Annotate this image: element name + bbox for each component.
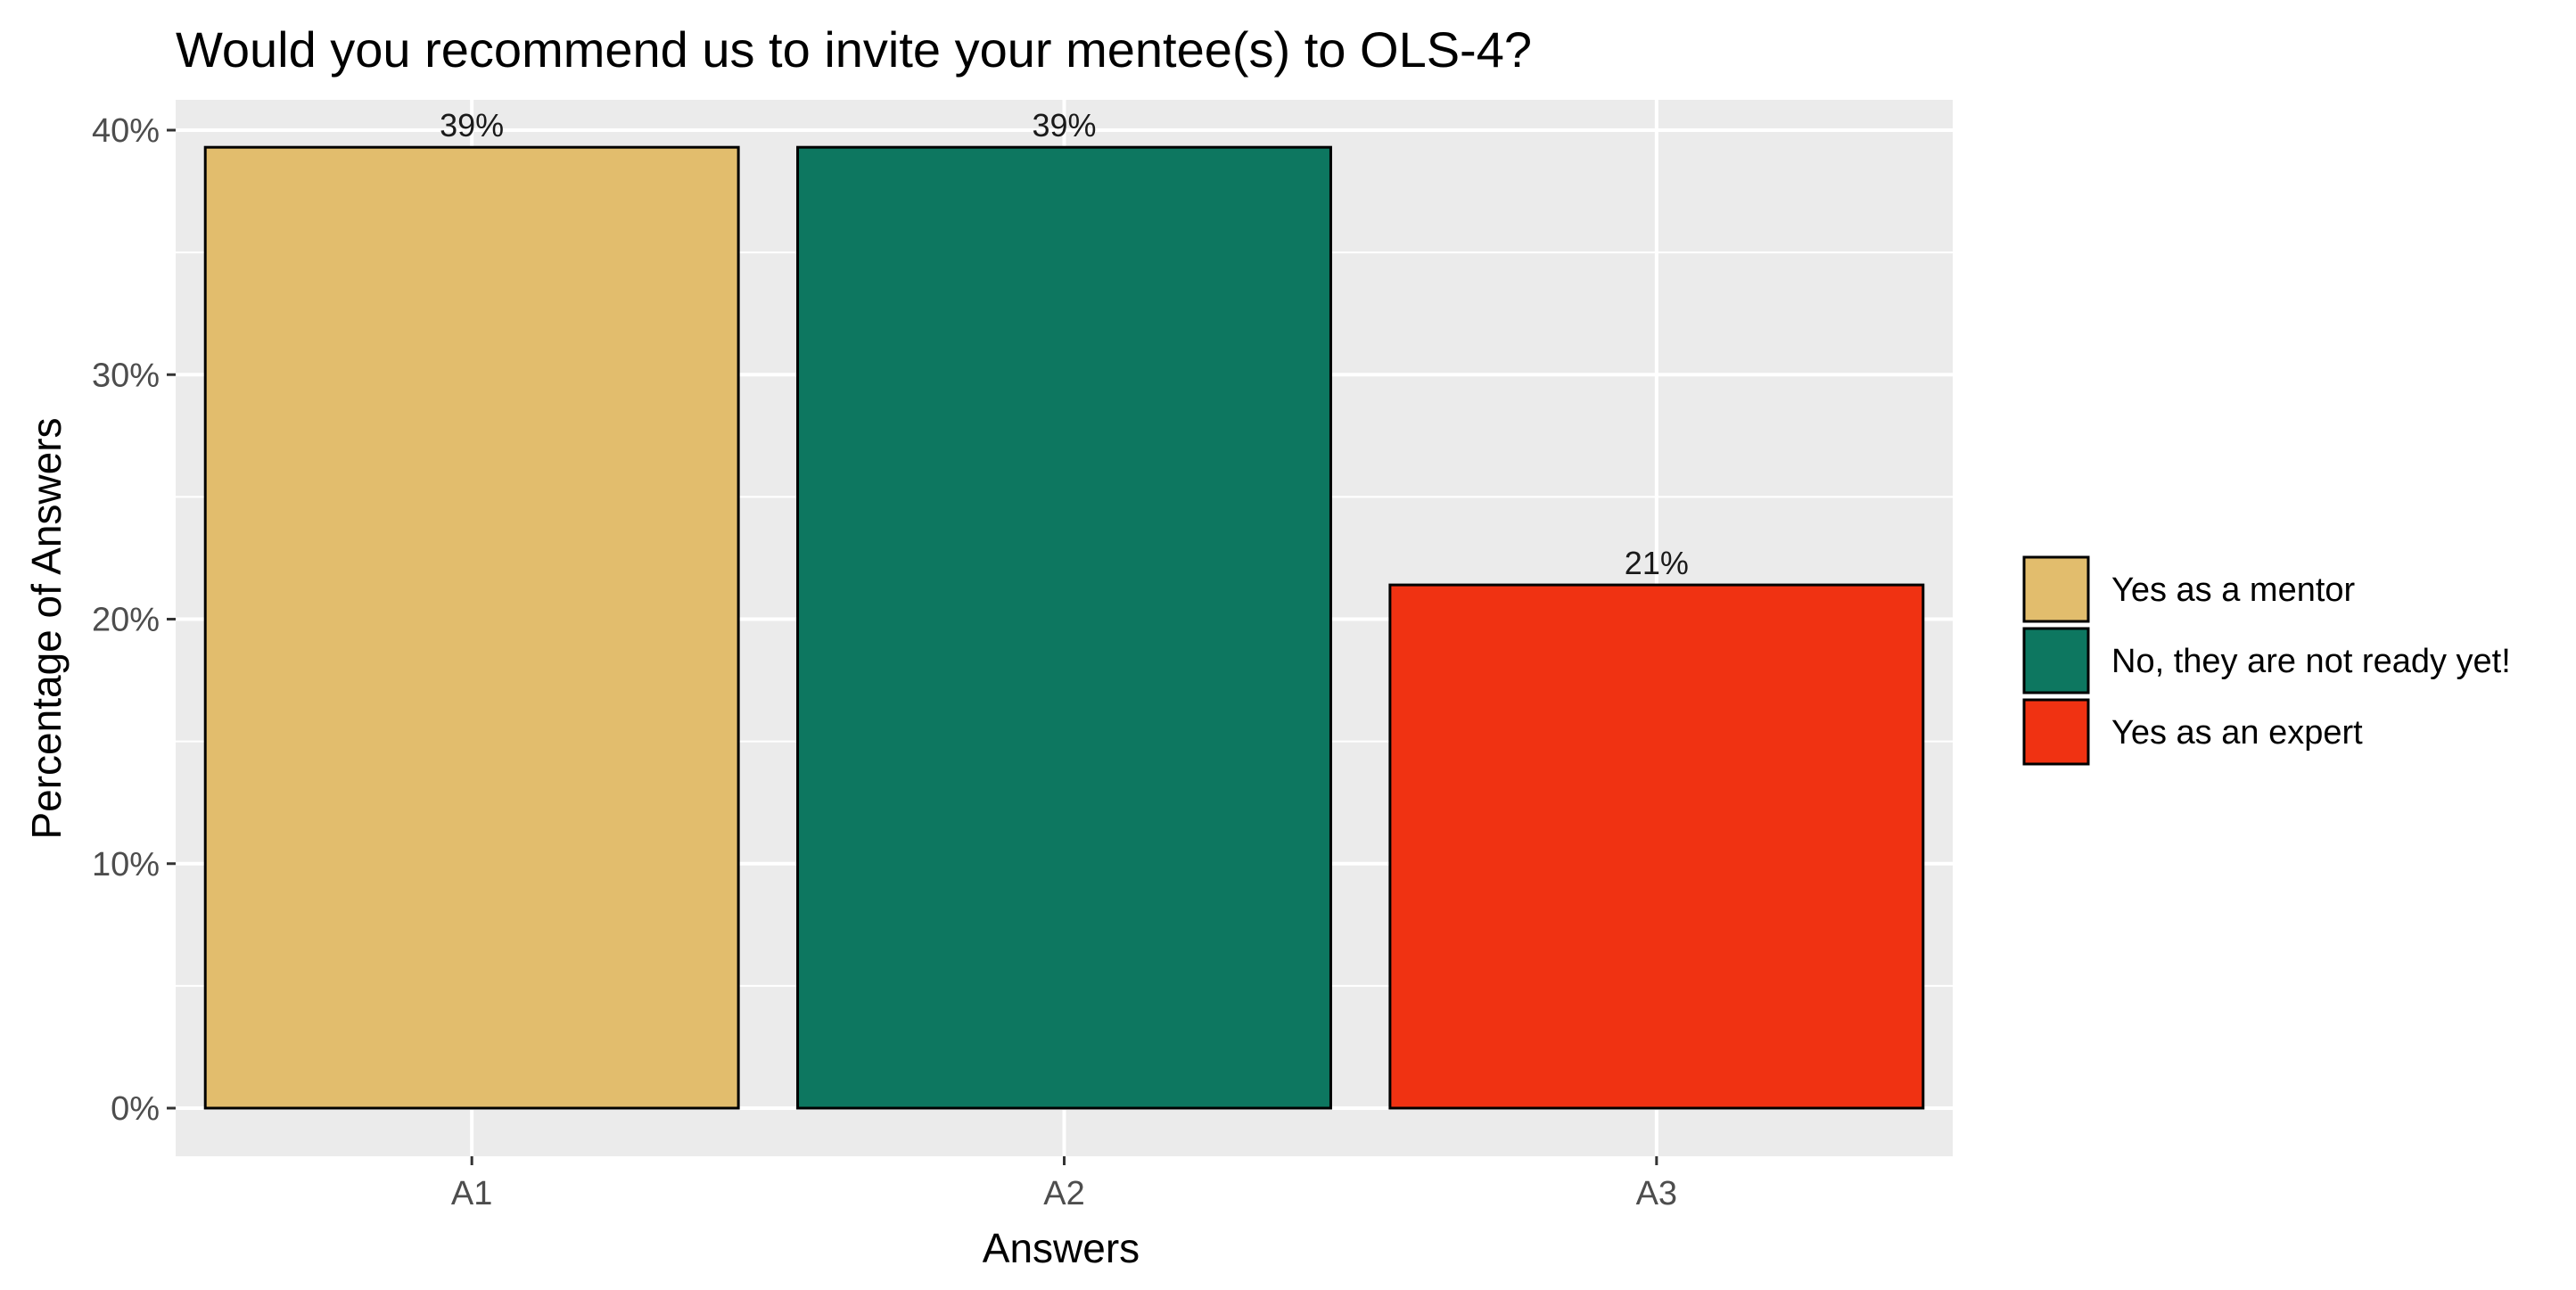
legend-key — [2022, 555, 2090, 623]
x-tick-label: A1 — [451, 1175, 492, 1212]
legend-label: No, they are not ready yet! — [2111, 643, 2511, 680]
legend-key — [2022, 698, 2090, 766]
y-tick-label: 0% — [111, 1090, 160, 1128]
bar-value-label: 21% — [1625, 545, 1689, 581]
x-tick-label: A3 — [1636, 1175, 1677, 1212]
y-tick-label: 20% — [92, 602, 160, 639]
chart-title: Would you recommend us to invite your me… — [176, 21, 1532, 78]
bar-value-labels: 39% 39% 21% — [440, 107, 1689, 581]
legend-label: Yes as an expert — [2111, 714, 2363, 752]
legend: Yes as a mentor No, they are not ready ye… — [2022, 555, 2511, 766]
x-axis-title: Answers — [983, 1225, 1140, 1271]
y-tick-label: 40% — [92, 112, 160, 150]
bar-a1 — [203, 145, 740, 1110]
y-axis-title: Percentage of Answers — [23, 417, 70, 839]
legend-label: Yes as a mentor — [2111, 571, 2356, 609]
bars — [203, 145, 1925, 1110]
bar-value-label: 39% — [1032, 107, 1096, 144]
bar-value-label: 39% — [440, 107, 504, 144]
y-axis: 0% 10% 20% 30% 40% — [92, 112, 176, 1128]
x-axis: A1 A2 A3 — [451, 1156, 1677, 1212]
x-tick-label: A2 — [1043, 1175, 1084, 1212]
y-tick-label: 10% — [92, 846, 160, 883]
legend-key — [2022, 627, 2090, 694]
bar-a3 — [1388, 583, 1925, 1110]
bar-a2 — [796, 145, 1332, 1110]
y-tick-label: 30% — [92, 357, 160, 394]
